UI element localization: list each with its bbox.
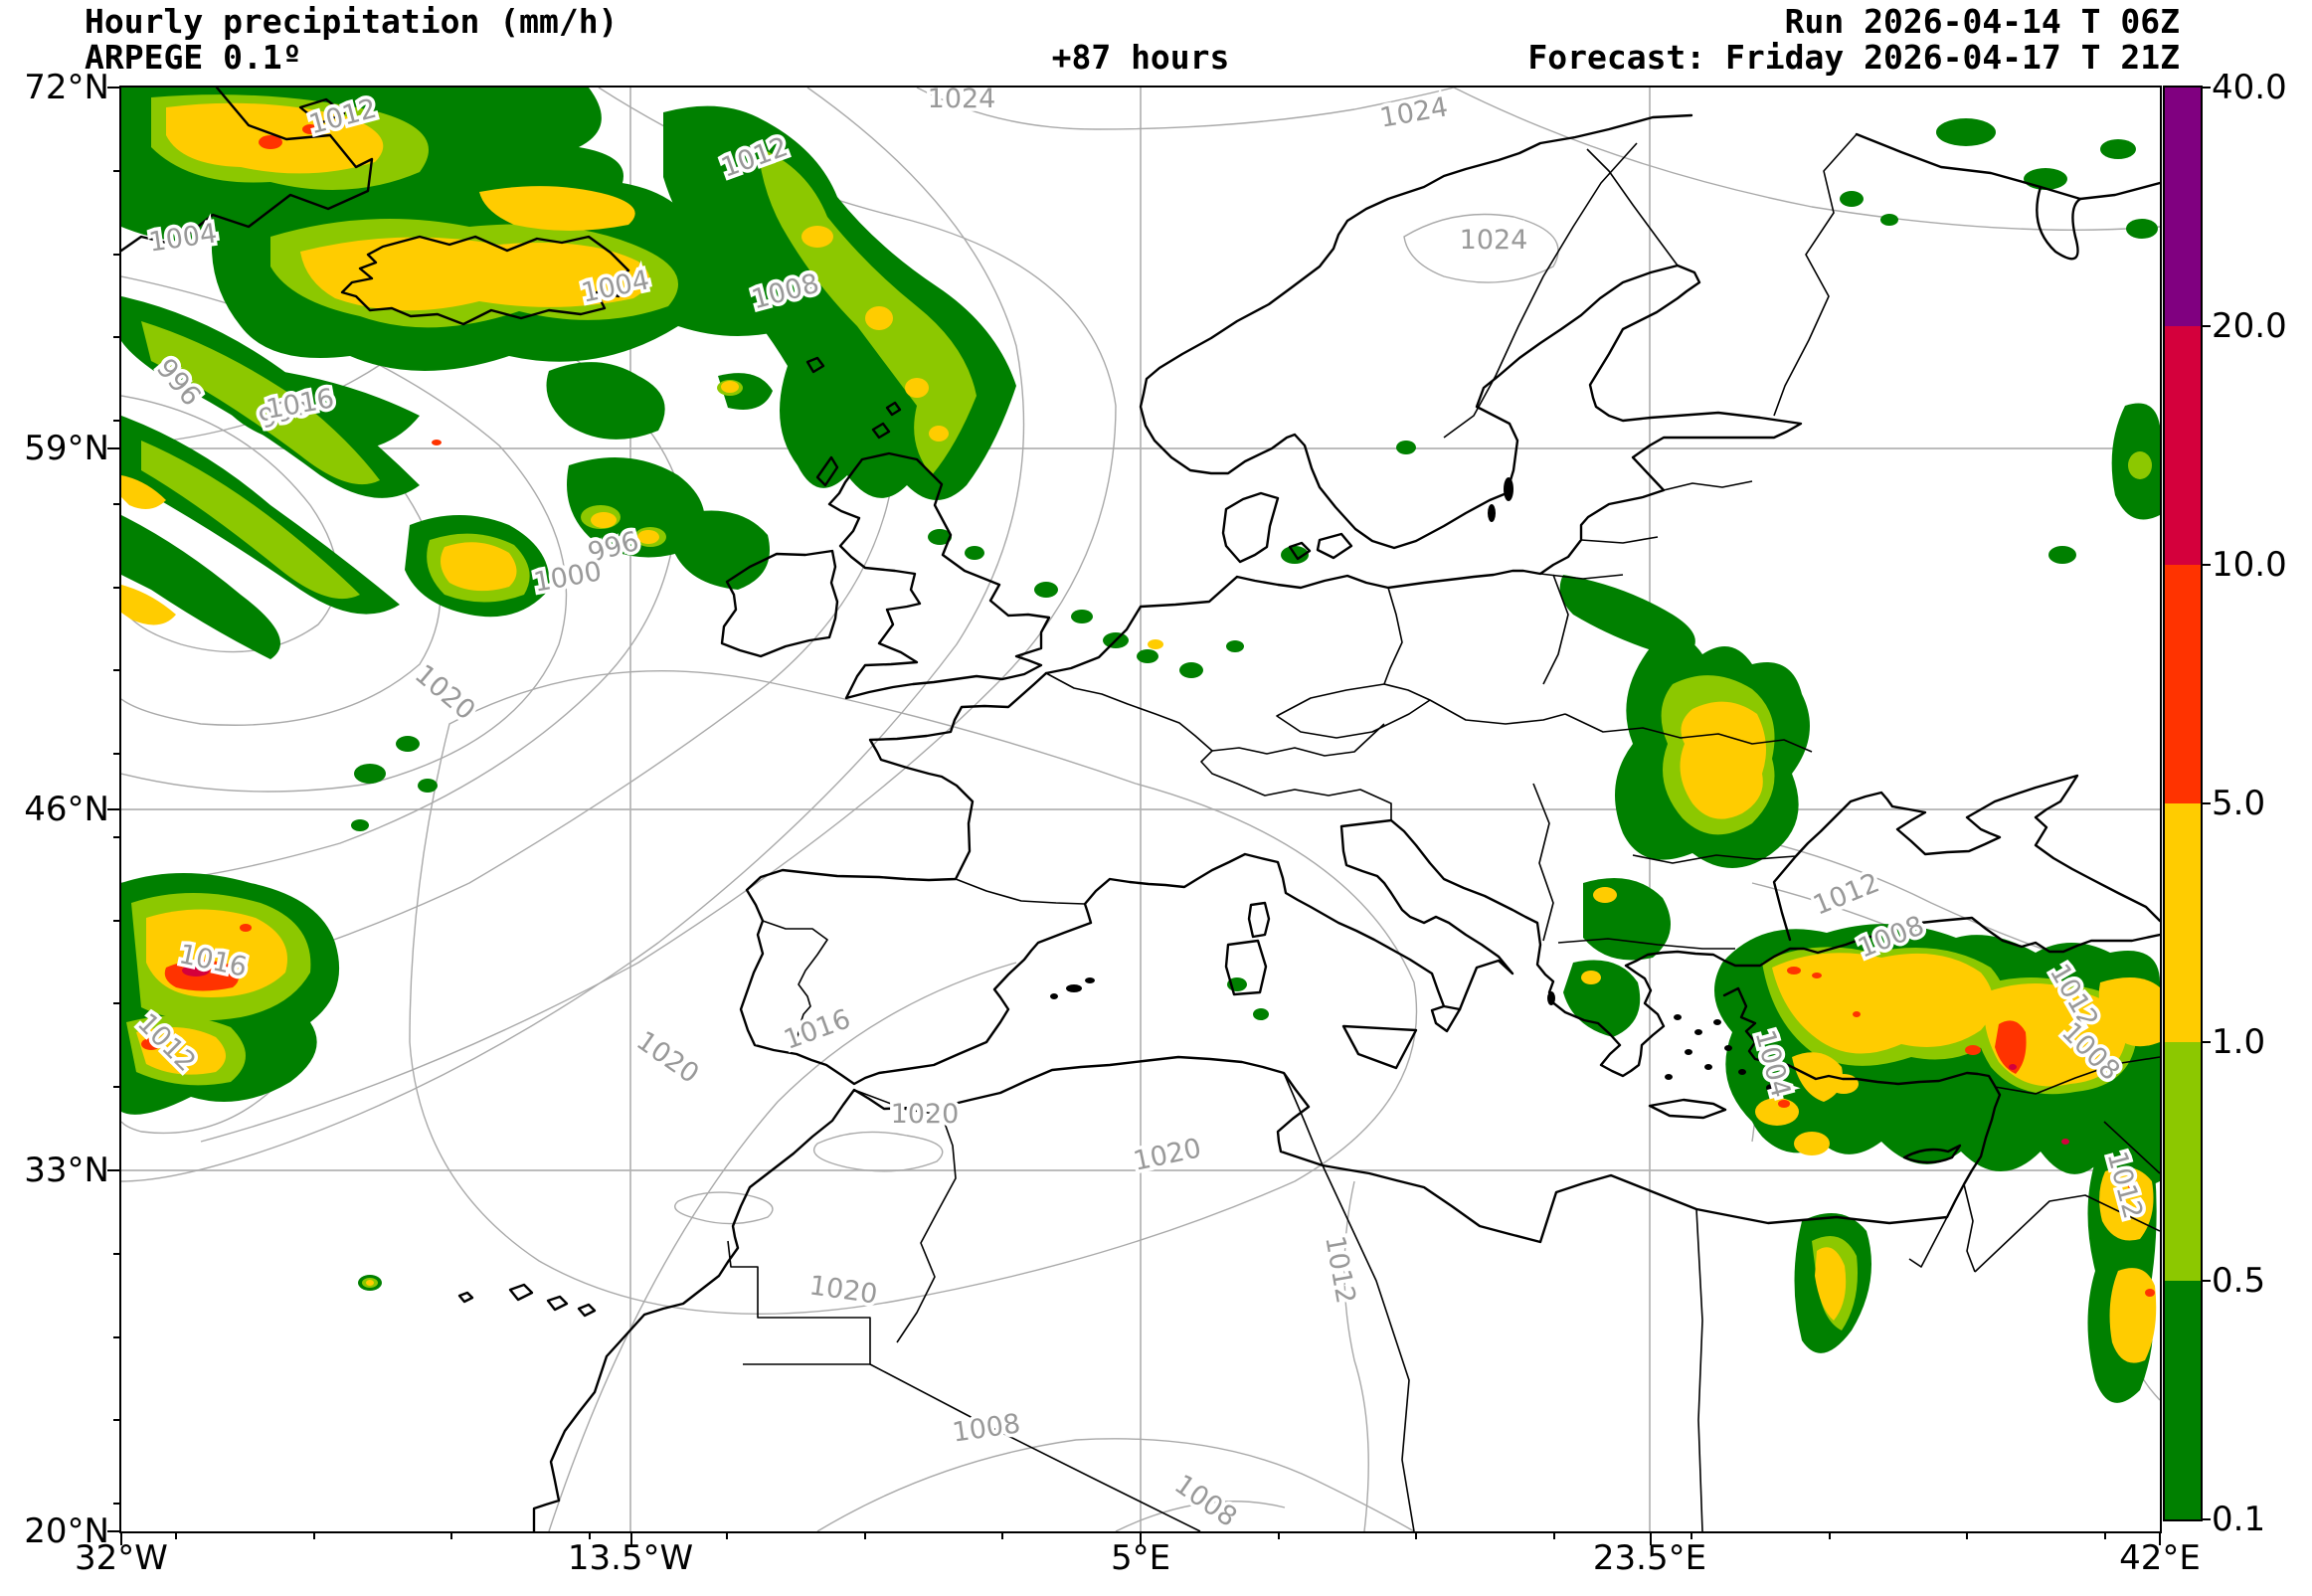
colorbar-label-05: 0.5	[2212, 1261, 2266, 1301]
axis-tick	[863, 1531, 866, 1539]
axis-tick	[1966, 1531, 1969, 1539]
svg-text:1020: 1020	[409, 659, 481, 727]
map-canvas: 1012 1004 1004 1008 1012 1024 1024 1024 …	[119, 86, 2162, 1533]
axis-tick	[113, 169, 121, 172]
colorbar-tick	[2201, 1518, 2211, 1520]
coastlines	[121, 88, 2160, 1531]
lat-label-59n: 59°N	[24, 429, 109, 468]
axis-tick	[312, 1531, 315, 1539]
axis-tick	[113, 919, 121, 922]
colorbar-segment-5-10	[2165, 565, 2201, 803]
svg-text:1024: 1024	[928, 88, 996, 114]
colorbar-tick	[2201, 802, 2211, 804]
colorbar-segment-01-05	[2165, 1281, 2201, 1519]
svg-text:1020: 1020	[630, 1025, 704, 1090]
model-label: ARPEGE 0.1º	[85, 38, 302, 77]
svg-text:1024: 1024	[1377, 91, 1450, 133]
lat-label-33n: 33°N	[24, 1151, 109, 1190]
axis-tick	[113, 1086, 121, 1089]
axis-tick	[113, 835, 121, 838]
forecast-timestamp: Forecast: Friday 2026-04-17 T 21Z	[1527, 38, 2180, 77]
svg-text:1012: 1012	[1319, 1233, 1360, 1306]
colorbar-tick	[2201, 87, 2211, 89]
axis-tick	[113, 1335, 121, 1338]
lead-time-label: +87 hours	[1051, 38, 1230, 77]
country-borders	[727, 133, 2160, 1531]
lon-label-42e: 42°E	[2119, 1538, 2201, 1578]
colorbar-tick	[2201, 1280, 2211, 1282]
lon-label-23-5e: 23.5°E	[1592, 1538, 1707, 1578]
axis-tick	[1001, 1531, 1004, 1539]
axis-tick	[588, 1531, 591, 1539]
axis-tick	[113, 1252, 121, 1255]
axis-tick	[107, 808, 121, 810]
lon-label-5e: 5°E	[1110, 1538, 1171, 1578]
svg-text:1020: 1020	[891, 1099, 960, 1130]
precip-level-10	[182, 965, 2069, 1145]
lat-label-46n: 46°N	[24, 790, 109, 829]
axis-tick	[2159, 1531, 2161, 1545]
axis-tick	[2103, 1531, 2106, 1539]
axis-tick	[113, 1002, 121, 1005]
svg-text:1024: 1024	[1460, 225, 1528, 256]
axis-tick	[1828, 1531, 1831, 1539]
colorbar-label-1: 1.0	[2212, 1022, 2266, 1062]
page-title: Hourly precipitation (mm/h)	[85, 2, 619, 41]
axis-tick	[120, 1531, 122, 1545]
axis-tick	[113, 1503, 121, 1506]
colorbar	[2163, 86, 2203, 1521]
axis-tick	[450, 1531, 453, 1539]
colorbar-tick	[2201, 325, 2211, 327]
axis-tick	[726, 1531, 729, 1539]
colorbar-segment-20-40	[2165, 88, 2201, 326]
colorbar-segment-1-5	[2165, 803, 2201, 1042]
axis-tick	[113, 669, 121, 672]
svg-text:1016: 1016	[780, 1003, 854, 1056]
axis-tick	[107, 1530, 121, 1532]
svg-text:1012: 1012	[1809, 867, 1883, 921]
axis-tick	[1690, 1531, 1693, 1539]
axis-tick	[175, 1531, 178, 1539]
axis-tick	[113, 420, 121, 423]
precip-level-5	[141, 124, 2155, 1297]
colorbar-segment-10-20	[2165, 326, 2201, 565]
axis-tick	[113, 586, 121, 589]
colorbar-label-40: 40.0	[2212, 68, 2287, 107]
svg-text:1008: 1008	[951, 1408, 1022, 1448]
axis-tick	[1649, 1531, 1652, 1545]
axis-tick	[1277, 1531, 1280, 1539]
axis-tick	[1415, 1531, 1418, 1539]
colorbar-label-01: 0.1	[2212, 1500, 2266, 1539]
lat-label-20n: 20°N	[24, 1511, 109, 1551]
colorbar-segment-05-1	[2165, 1042, 2201, 1281]
lon-label-13-5w: 13.5°W	[567, 1538, 694, 1578]
axis-tick	[113, 336, 121, 339]
axis-tick	[113, 502, 121, 505]
axis-tick	[107, 87, 121, 89]
colorbar-tick	[2201, 564, 2211, 566]
colorbar-tick	[2201, 1041, 2211, 1043]
map-svg: 1012 1004 1004 1008 1012 1024 1024 1024 …	[121, 88, 2160, 1531]
axis-tick	[629, 1531, 632, 1545]
run-timestamp: Run 2026-04-14 T 06Z	[1784, 2, 2180, 41]
axis-tick	[113, 253, 121, 256]
lon-label-32w: 32°W	[75, 1538, 168, 1578]
axis-tick	[113, 753, 121, 756]
axis-tick	[1552, 1531, 1555, 1539]
axis-tick	[113, 1419, 121, 1422]
axis-tick	[107, 1169, 121, 1171]
colorbar-label-5: 5.0	[2212, 784, 2266, 823]
colorbar-label-20: 20.0	[2212, 306, 2287, 346]
axis-tick	[1140, 1531, 1142, 1545]
lat-label-72n: 72°N	[24, 68, 109, 107]
axis-tick	[107, 447, 121, 449]
svg-text:1020: 1020	[807, 1270, 879, 1310]
colorbar-label-10: 10.0	[2212, 545, 2287, 585]
